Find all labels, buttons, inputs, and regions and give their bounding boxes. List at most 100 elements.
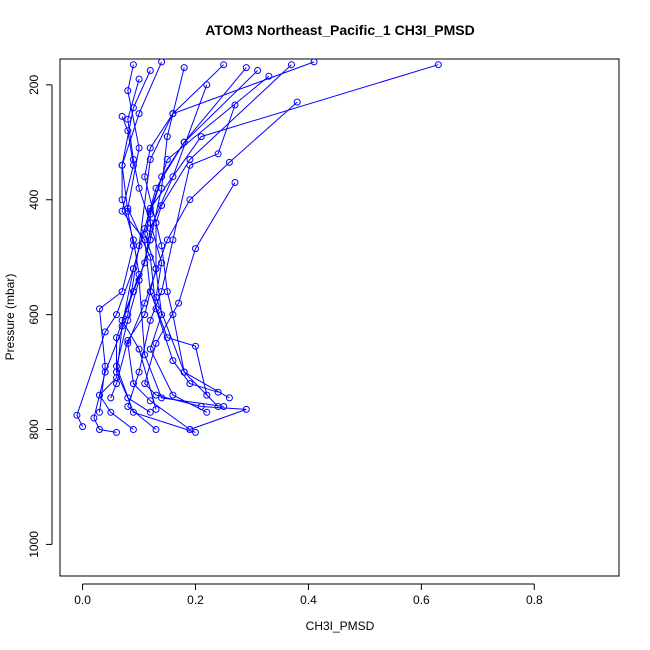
data-point xyxy=(124,337,132,344)
data-point xyxy=(169,311,177,319)
data-point xyxy=(113,334,120,342)
data-point xyxy=(152,305,160,313)
series-line xyxy=(127,101,298,430)
data-point xyxy=(169,391,177,399)
data-point xyxy=(129,288,137,296)
series-line xyxy=(93,61,315,433)
data-point xyxy=(180,368,188,376)
data-point xyxy=(169,110,177,118)
data-point xyxy=(141,380,149,388)
data-point xyxy=(158,242,166,250)
data-point xyxy=(146,67,154,74)
y-axis-label: Pressure (mbar) xyxy=(3,274,17,361)
data-point xyxy=(129,61,137,69)
data-point xyxy=(129,408,137,416)
data-point xyxy=(107,394,115,402)
x-tick-label: 0.0 xyxy=(74,593,91,607)
series-line xyxy=(98,61,163,413)
data-point xyxy=(135,345,143,353)
y-tick-label: 800 xyxy=(27,419,41,439)
data-point xyxy=(141,173,149,181)
data-point xyxy=(96,408,103,416)
data-point xyxy=(118,112,126,120)
series-layer xyxy=(73,58,442,436)
data-point xyxy=(129,380,137,388)
data-point xyxy=(214,150,222,158)
x-axis-label: CH3I_PMSD xyxy=(306,619,375,633)
data-point xyxy=(113,380,120,388)
data-point xyxy=(158,173,166,181)
series-line xyxy=(127,78,230,399)
data-point xyxy=(163,334,171,342)
data-point xyxy=(124,115,132,123)
data-point xyxy=(113,368,120,376)
data-point xyxy=(141,230,149,238)
x-tick-label: 0.2 xyxy=(187,593,204,607)
data-point xyxy=(163,156,171,163)
series-line xyxy=(121,70,157,410)
data-point xyxy=(192,428,199,436)
chart-title: ATOM3 Northeast_Pacific_1 CH3I_PMSD xyxy=(205,22,474,38)
data-point xyxy=(158,259,166,267)
data-point xyxy=(152,339,160,347)
data-point xyxy=(152,426,160,433)
data-point xyxy=(129,265,137,273)
data-point xyxy=(214,388,222,396)
data-point xyxy=(124,87,132,95)
data-point xyxy=(254,67,262,74)
series-17 xyxy=(124,75,233,402)
data-point xyxy=(288,61,295,69)
series-line xyxy=(144,75,270,413)
data-point xyxy=(118,196,126,204)
data-point xyxy=(152,293,160,301)
data-point xyxy=(192,342,199,350)
data-point xyxy=(203,391,211,399)
data-point xyxy=(107,408,115,416)
data-point xyxy=(90,414,98,422)
series-line xyxy=(116,84,208,413)
y-tick-label: 600 xyxy=(27,304,41,324)
data-point xyxy=(118,161,126,169)
data-point xyxy=(231,101,239,109)
data-point xyxy=(169,236,177,244)
data-point xyxy=(101,362,109,370)
data-point xyxy=(310,58,318,66)
data-point xyxy=(186,156,194,163)
series-15 xyxy=(135,67,262,410)
data-point xyxy=(220,403,228,410)
series-3 xyxy=(124,98,301,433)
series-14 xyxy=(113,81,211,416)
data-point xyxy=(135,110,143,118)
data-point xyxy=(225,158,233,166)
data-point xyxy=(146,408,154,416)
data-point xyxy=(220,61,228,69)
data-point xyxy=(203,81,211,89)
data-point xyxy=(96,391,103,399)
plot-frame xyxy=(59,58,620,577)
series-7 xyxy=(118,112,211,399)
data-point xyxy=(96,305,103,313)
data-point xyxy=(146,144,154,152)
series-line xyxy=(76,67,247,427)
data-point xyxy=(135,75,143,83)
data-point xyxy=(169,357,177,365)
x-tick-label: 0.4 xyxy=(300,593,317,607)
data-point xyxy=(434,61,442,69)
series-line xyxy=(121,116,208,396)
data-point xyxy=(146,288,154,296)
data-point xyxy=(135,368,143,376)
data-point xyxy=(135,184,143,192)
data-point xyxy=(293,98,301,106)
data-point xyxy=(96,426,103,433)
data-point xyxy=(129,426,137,433)
data-point xyxy=(163,288,171,296)
data-point xyxy=(113,428,120,436)
data-point xyxy=(146,219,154,227)
y-tick-label: 400 xyxy=(27,189,41,209)
data-point xyxy=(242,64,250,72)
data-point xyxy=(169,173,177,181)
series-line xyxy=(138,70,258,407)
data-point xyxy=(180,64,188,72)
data-point xyxy=(186,196,194,204)
